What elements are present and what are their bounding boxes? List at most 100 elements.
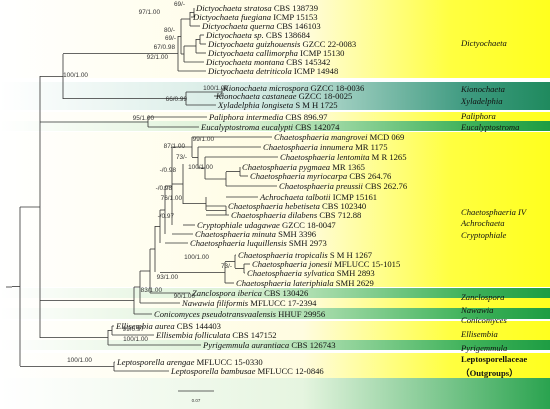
strain-code: MR 1365 xyxy=(332,162,365,172)
support-value: -/0.98 xyxy=(156,185,173,192)
support-value: 99/0.97 xyxy=(123,326,145,333)
clade-band xyxy=(0,132,550,287)
taxon-name: Chaetosphaeria lentomita xyxy=(280,152,372,162)
support-value: 100/1.00 xyxy=(123,336,148,343)
strain-code: ICMP 15161 xyxy=(333,192,377,202)
taxon-name: Ellisembia folliculata xyxy=(155,330,232,340)
strain-code: CBS 142074 xyxy=(295,122,340,132)
taxon-name: Ellisembia aurea xyxy=(115,321,177,331)
taxon-name: Leptosporella bambusae xyxy=(170,366,258,376)
taxon-label: Paliphora intermedia CBS 896.97 xyxy=(208,112,328,122)
taxon-label: Chaetosphaeria mangrovei MCD 069 xyxy=(274,132,404,142)
taxon-name: Chaetosphaeria hebetiseta xyxy=(228,201,322,211)
strain-code: CBS 126743 xyxy=(291,340,335,350)
support-value: 100/1.00 xyxy=(184,254,209,261)
scale-bar: 0.07 xyxy=(178,390,214,403)
clade-band xyxy=(0,298,550,308)
strain-code: S M H 1725 xyxy=(295,100,337,110)
strain-code: ICMP 14948 xyxy=(294,66,338,76)
taxon-name: Xyladelphia longiseta xyxy=(217,100,295,110)
strain-code: CBS 145342 xyxy=(286,57,330,67)
tree-branches xyxy=(6,8,278,372)
clade-band xyxy=(0,340,550,350)
taxon-label: Leptosporella arengae MFLUCC 15-0330 xyxy=(116,357,263,367)
clade-band xyxy=(0,82,550,110)
taxon-name: Chaetosphaeria minuta xyxy=(195,229,278,239)
taxon-name: Dictyochaeta callimorpha xyxy=(207,48,300,58)
clade-label: Cryptophiale xyxy=(461,230,507,240)
support-value: 93/1.00 xyxy=(157,274,179,281)
strain-code: MR 1175 xyxy=(355,142,387,152)
taxon-label: Chaetosphaeria dilabens CBS 712.88 xyxy=(231,210,361,220)
support-value: 100/1.00 xyxy=(63,72,88,79)
strain-code: CBS 896.97 xyxy=(285,112,328,122)
taxon-label: Pyrigemmula aurantiaca CBS 126743 xyxy=(202,340,336,350)
strain-code: MFLUCC 12-0846 xyxy=(258,366,325,376)
support-value: 73/- xyxy=(176,154,187,161)
support-value: 67/0.98 xyxy=(154,44,176,51)
clade-label: Pyrigemmula xyxy=(460,343,507,353)
strain-code: SMH 2629 xyxy=(336,278,374,288)
taxon-name: Paliphora intermedia xyxy=(208,112,285,122)
taxon-name: Chaetosphaeria lateriphiala xyxy=(236,278,336,288)
taxon-label: Ellisembia aurea CBS 144403 xyxy=(115,321,221,331)
taxon-label: Chaetosphaeria lateriphiala SMH 2629 xyxy=(236,278,374,288)
taxon-label: Cryptophiale udagawae GZCC 18-0047 xyxy=(197,220,336,230)
taxon-label: Chaetosphaeria hebetiseta CBS 102340 xyxy=(228,201,366,211)
taxon-name: Dictyochaeta stratosa xyxy=(195,3,274,13)
taxon-name: Chaetosphaeria sylvatica xyxy=(247,268,337,278)
taxon-name: Chaetosphaeria innumera xyxy=(263,142,355,152)
support-value: 83/1.00 xyxy=(141,287,163,294)
clade-label: Conicomyces xyxy=(461,315,507,325)
strain-code: GZCC 18-0047 xyxy=(282,220,336,230)
taxon-name: Dictyochaeta sp. xyxy=(205,30,266,40)
support-value: -/0.98 xyxy=(160,167,177,174)
clade-label: Xyladelphia xyxy=(460,96,503,106)
support-value: 92/1.00 xyxy=(147,54,169,61)
taxon-label: Chaetosphaeria preussii CBS 262.76 xyxy=(279,181,408,191)
taxon-label: Leptosporella bambusae MFLUCC 12-0846 xyxy=(170,366,324,376)
taxon-label: Chaetosphaeria tropicalis S M H 1267 xyxy=(238,250,373,260)
strain-code: SMH 2893 xyxy=(337,268,375,278)
clade-band xyxy=(0,378,550,409)
clade-label: Kionochaeta xyxy=(460,84,505,94)
strain-code: ICMP 15130 xyxy=(300,48,344,58)
taxon-name: Zanclospora iberica xyxy=(192,288,264,298)
strain-code: CBS 130426 xyxy=(264,288,309,298)
clade-label: Zanclospora xyxy=(461,292,504,302)
taxon-label: Chaetosphaeria minuta SMH 3396 xyxy=(195,229,317,239)
taxon-label: Achrochaeta talbotii ICMP 15161 xyxy=(259,192,377,202)
taxon-label: Dictyochaeta callimorpha ICMP 15130 xyxy=(207,48,344,58)
clade-band xyxy=(0,0,550,78)
support-value: 73/- xyxy=(221,263,232,270)
support-value: 87/1.00 xyxy=(164,143,186,150)
clade-label: Dictyochaeta xyxy=(460,38,507,48)
taxon-name: Eucalyptostroma eucalypti xyxy=(200,122,295,132)
support-value: 95/1.00 xyxy=(133,115,155,122)
strain-code: CBS 102340 xyxy=(322,201,366,211)
taxon-labels: Dictyochaeta stratosa CBS 138739Dictyoch… xyxy=(115,3,408,376)
strain-code: GZCC 22-0083 xyxy=(303,39,357,49)
taxon-label: Conicomyces pseudotransvaalensis HHUF 29… xyxy=(154,309,326,319)
strain-code: SMH 2973 xyxy=(289,238,327,248)
clade-band xyxy=(0,121,550,131)
support-value: -/0.97 xyxy=(158,213,175,220)
taxon-name: Dictyochaeta montana xyxy=(205,57,286,67)
strain-code: CBS 264.76 xyxy=(349,171,392,181)
strain-code: CBS 262.76 xyxy=(365,181,408,191)
strain-code: MFLUCC 17-2394 xyxy=(250,298,317,308)
clade-band xyxy=(0,112,550,121)
taxon-name: Chaetosphaeria mangrovei xyxy=(274,132,370,142)
taxon-label: Dictyochaeta montana CBS 145342 xyxy=(205,57,330,67)
strain-code: GZCC 18-0036 xyxy=(311,83,365,93)
support-value: 76/1.00 xyxy=(161,195,183,202)
support-value: 100/1.00 xyxy=(67,357,92,364)
clade-band xyxy=(0,308,550,319)
taxon-name: Nawawia filiformis xyxy=(181,298,250,308)
taxon-label: Chaetosphaeria lentomita M R 1265 xyxy=(280,152,407,162)
taxon-name: Chaetosphaeria dilabens xyxy=(231,210,319,220)
strain-code: CBS 146103 xyxy=(276,21,320,31)
taxon-name: Achrochaeta talbotii xyxy=(259,192,333,202)
